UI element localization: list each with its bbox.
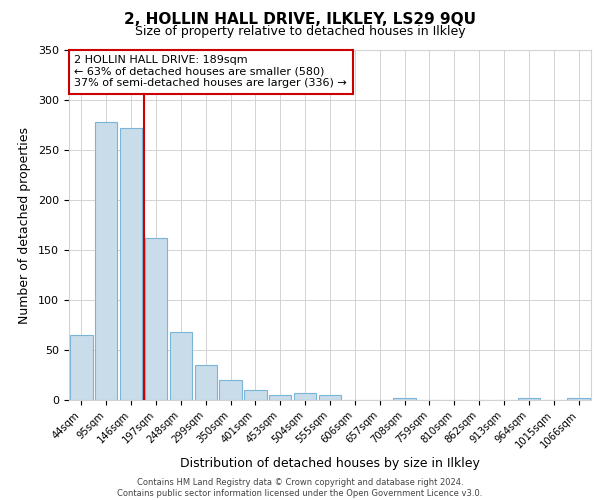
Text: Size of property relative to detached houses in Ilkley: Size of property relative to detached ho…	[134, 25, 466, 38]
X-axis label: Distribution of detached houses by size in Ilkley: Distribution of detached houses by size …	[180, 456, 480, 469]
Bar	[220, 380, 242, 400]
Bar	[170, 332, 192, 400]
Bar	[95, 122, 118, 400]
Bar	[145, 238, 167, 400]
Text: Contains HM Land Registry data © Crown copyright and database right 2024.
Contai: Contains HM Land Registry data © Crown c…	[118, 478, 482, 498]
Bar	[269, 395, 292, 400]
Bar	[120, 128, 142, 400]
Bar	[70, 335, 92, 400]
Bar	[244, 390, 266, 400]
Bar	[294, 393, 316, 400]
Bar	[319, 395, 341, 400]
Text: 2, HOLLIN HALL DRIVE, ILKLEY, LS29 9QU: 2, HOLLIN HALL DRIVE, ILKLEY, LS29 9QU	[124, 12, 476, 28]
Y-axis label: Number of detached properties: Number of detached properties	[18, 126, 31, 324]
Text: 2 HOLLIN HALL DRIVE: 189sqm
← 63% of detached houses are smaller (580)
37% of se: 2 HOLLIN HALL DRIVE: 189sqm ← 63% of det…	[74, 56, 347, 88]
Bar	[394, 398, 416, 400]
Bar	[568, 398, 590, 400]
Bar	[518, 398, 540, 400]
Bar	[194, 365, 217, 400]
